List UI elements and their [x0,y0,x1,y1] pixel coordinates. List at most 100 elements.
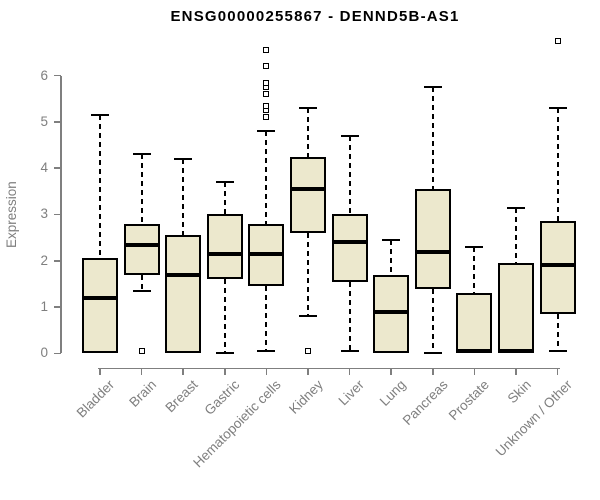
whisker-lower-gastric [223,279,226,354]
median-unknown-other [539,263,576,268]
y-axis-tick-label: 5 [40,113,48,129]
whisker-cap-upper-bladder [91,114,109,116]
median-prostate [456,348,493,353]
x-axis-tick [265,368,268,375]
y-axis-line [60,75,62,354]
box-pancreas [414,189,451,289]
whisker-lower-hematopoietic-cells [265,286,268,351]
y-axis-tick-label: 1 [40,299,48,315]
median-breast [165,272,202,277]
y-axis-tick [53,213,61,216]
x-axis-tick [99,368,101,375]
outlier-hematopoietic-cells [263,47,270,54]
median-kidney [290,187,326,192]
x-axis-tick [515,368,517,375]
x-axis-tick-label-unknown-other: Unknown / Other [492,377,576,460]
y-axis-tick-label: 6 [40,67,48,83]
x-axis-tick [140,368,143,375]
median-hematopoietic-cells [248,251,285,256]
x-axis-tick [556,368,559,375]
y-axis-tick-label: 3 [40,206,48,222]
whisker-upper-brain [140,154,143,224]
x-axis-tick [307,368,309,375]
whisker-upper-hematopoietic-cells [265,131,268,224]
box-liver [331,214,368,282]
box-kidney [290,156,326,233]
outlier-hematopoietic-cells [263,114,270,121]
x-axis-tick-label-kidney: Kidney [285,377,326,417]
whisker-upper-lung [390,239,393,275]
median-brain [123,242,160,247]
outlier-brain [138,347,145,354]
whisker-lower-liver [348,281,351,351]
whisker-lower-pancreas [431,288,434,354]
box-gastric [206,214,243,280]
whisker-cap-upper-gastric [215,181,234,184]
whisker-cap-lower-kidney [299,315,317,318]
box-brain [123,223,160,275]
x-axis-tick [348,368,351,375]
whisker-upper-breast [182,158,185,236]
x-axis-tick [432,368,434,375]
median-bladder [82,295,118,300]
y-axis-tick [53,167,61,169]
y-axis-tick [53,121,61,123]
box-bladder [82,258,118,354]
y-axis-tick [53,352,61,355]
whisker-cap-upper-breast [174,157,193,160]
x-axis-tick-label-bladder: Bladder [74,377,118,421]
y-axis-tick [53,306,61,308]
outlier-hematopoietic-cells [263,79,270,86]
whisker-cap-upper-kidney [299,107,317,110]
chart-title: ENSG00000255867 - DENND5B-AS1 [170,8,460,25]
x-axis-tick-label-skin: Skin [504,377,534,407]
whisker-cap-upper-lung [382,238,401,241]
whisker-upper-prostate [473,246,476,294]
x-axis-tick-label-gastric: Gastric [201,377,243,418]
x-axis-tick [224,368,226,375]
whisker-upper-unknown-other [556,108,559,222]
whisker-upper-gastric [223,182,226,215]
x-axis-tick-label-prostate: Prostate [445,377,493,424]
median-gastric [206,251,243,256]
whisker-cap-upper-prostate [465,245,484,248]
box-breast [165,235,202,354]
median-pancreas [414,249,451,254]
x-axis-tick [182,368,184,375]
whisker-cap-lower-pancreas [423,352,442,355]
x-axis-tick-label-pancreas: Pancreas [399,377,451,428]
median-liver [331,240,368,245]
y-axis-tick-label: 4 [40,160,48,176]
whisker-upper-liver [348,135,351,215]
x-axis-line [98,367,560,369]
whisker-cap-lower-unknown-other [548,349,567,352]
whisker-cap-upper-pancreas [423,86,442,89]
whisker-cap-upper-hematopoietic-cells [257,130,276,133]
whisker-cap-lower-liver [340,349,359,352]
box-prostate [456,293,493,354]
whisker-cap-upper-brain [132,153,151,156]
whisker-cap-lower-hematopoietic-cells [257,349,276,352]
whisker-lower-unknown-other [556,313,559,351]
box-skin [498,263,534,354]
whisker-lower-brain [140,274,143,291]
median-lung [373,309,410,314]
x-axis-tick-label-lung: Lung [376,377,409,409]
outlier-hematopoietic-cells [263,91,270,98]
x-axis-tick [473,368,476,375]
whisker-cap-upper-liver [340,134,359,137]
x-axis-tick-label-breast: Breast [162,377,201,416]
box-lung [373,274,410,354]
outlier-kidney [305,347,311,354]
outlier-hematopoietic-cells [263,102,270,109]
x-axis-tick-label-brain: Brain [126,377,160,410]
median-skin [498,348,534,353]
whisker-upper-skin [515,207,517,264]
outlier-hematopoietic-cells [263,63,270,70]
whisker-lower-kidney [307,232,309,317]
y-axis-tick-label: 0 [40,345,48,361]
whisker-cap-upper-unknown-other [548,107,567,110]
y-axis-tick [53,260,61,262]
